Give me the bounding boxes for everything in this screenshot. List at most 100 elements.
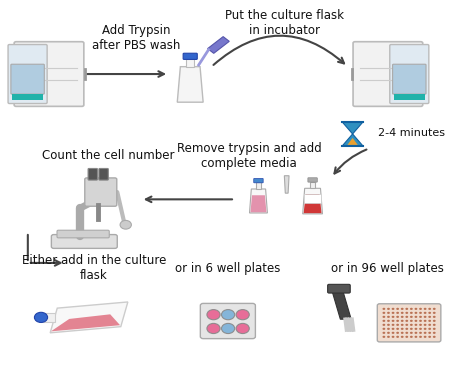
Circle shape: [424, 320, 427, 322]
Circle shape: [415, 308, 417, 310]
Circle shape: [392, 324, 394, 326]
Circle shape: [392, 332, 394, 334]
Circle shape: [428, 332, 431, 334]
Circle shape: [392, 308, 394, 310]
Circle shape: [419, 336, 422, 338]
Circle shape: [120, 220, 131, 229]
Bar: [304, 194, 321, 203]
Circle shape: [428, 328, 431, 330]
Circle shape: [415, 312, 417, 314]
Text: 2-4 minutes: 2-4 minutes: [378, 128, 446, 138]
Text: Put the culture flask
in incubator: Put the culture flask in incubator: [225, 9, 344, 37]
Circle shape: [433, 336, 436, 338]
Circle shape: [428, 324, 431, 326]
Circle shape: [401, 328, 404, 330]
Circle shape: [433, 312, 436, 314]
Circle shape: [387, 312, 390, 314]
Circle shape: [410, 332, 413, 334]
Circle shape: [424, 336, 427, 338]
Bar: [43, 313, 55, 322]
Circle shape: [392, 320, 394, 322]
Circle shape: [410, 328, 413, 330]
Circle shape: [387, 308, 390, 310]
Circle shape: [383, 324, 385, 326]
FancyBboxPatch shape: [392, 64, 426, 94]
Circle shape: [396, 316, 399, 318]
Circle shape: [415, 332, 417, 334]
Polygon shape: [51, 314, 120, 331]
Polygon shape: [249, 189, 267, 213]
Circle shape: [383, 332, 385, 334]
Circle shape: [424, 316, 427, 318]
Circle shape: [401, 308, 404, 310]
Circle shape: [396, 308, 399, 310]
Circle shape: [415, 324, 417, 326]
Polygon shape: [177, 67, 203, 102]
Circle shape: [236, 324, 249, 333]
Circle shape: [236, 310, 249, 320]
Circle shape: [410, 320, 413, 322]
Polygon shape: [284, 176, 289, 193]
FancyBboxPatch shape: [8, 45, 47, 104]
Circle shape: [401, 332, 404, 334]
Circle shape: [415, 336, 417, 338]
Circle shape: [428, 308, 431, 310]
FancyBboxPatch shape: [57, 230, 109, 238]
Circle shape: [401, 316, 404, 318]
FancyBboxPatch shape: [85, 178, 117, 206]
Circle shape: [401, 336, 404, 338]
FancyBboxPatch shape: [11, 64, 44, 94]
Circle shape: [387, 320, 390, 322]
Circle shape: [410, 308, 413, 310]
FancyBboxPatch shape: [390, 45, 429, 104]
Circle shape: [410, 324, 413, 326]
Circle shape: [419, 332, 422, 334]
Circle shape: [415, 328, 417, 330]
Circle shape: [428, 336, 431, 338]
Circle shape: [405, 328, 408, 330]
Circle shape: [424, 308, 427, 310]
Text: or in 6 well plates: or in 6 well plates: [175, 262, 281, 275]
Circle shape: [428, 316, 431, 318]
Circle shape: [401, 324, 404, 326]
Circle shape: [433, 308, 436, 310]
Circle shape: [383, 312, 385, 314]
Circle shape: [410, 312, 413, 314]
Circle shape: [221, 324, 235, 333]
Circle shape: [410, 336, 413, 338]
Circle shape: [401, 312, 404, 314]
Circle shape: [383, 328, 385, 330]
Circle shape: [433, 328, 436, 330]
Circle shape: [387, 316, 390, 318]
FancyBboxPatch shape: [353, 42, 423, 107]
FancyBboxPatch shape: [308, 178, 317, 182]
Circle shape: [221, 310, 235, 320]
Circle shape: [383, 308, 385, 310]
Circle shape: [424, 328, 427, 330]
Text: Count the cell number: Count the cell number: [42, 149, 174, 162]
Circle shape: [207, 310, 220, 320]
Circle shape: [433, 332, 436, 334]
Circle shape: [392, 336, 394, 338]
Circle shape: [405, 320, 408, 322]
Circle shape: [405, 316, 408, 318]
FancyBboxPatch shape: [14, 42, 84, 107]
Bar: [255, 183, 261, 189]
Circle shape: [405, 336, 408, 338]
Bar: [310, 182, 315, 188]
Text: Remove trypsin and add
complete media: Remove trypsin and add complete media: [177, 142, 321, 170]
Circle shape: [410, 316, 413, 318]
Circle shape: [415, 316, 417, 318]
Polygon shape: [250, 195, 266, 212]
FancyBboxPatch shape: [254, 179, 263, 183]
Polygon shape: [304, 194, 321, 213]
Text: or in 96 well plates: or in 96 well plates: [331, 262, 444, 275]
Circle shape: [396, 324, 399, 326]
Circle shape: [396, 328, 399, 330]
Bar: [393, 94, 425, 100]
Circle shape: [433, 324, 436, 326]
Circle shape: [396, 336, 399, 338]
Circle shape: [401, 320, 404, 322]
Circle shape: [387, 328, 390, 330]
Polygon shape: [208, 37, 229, 53]
